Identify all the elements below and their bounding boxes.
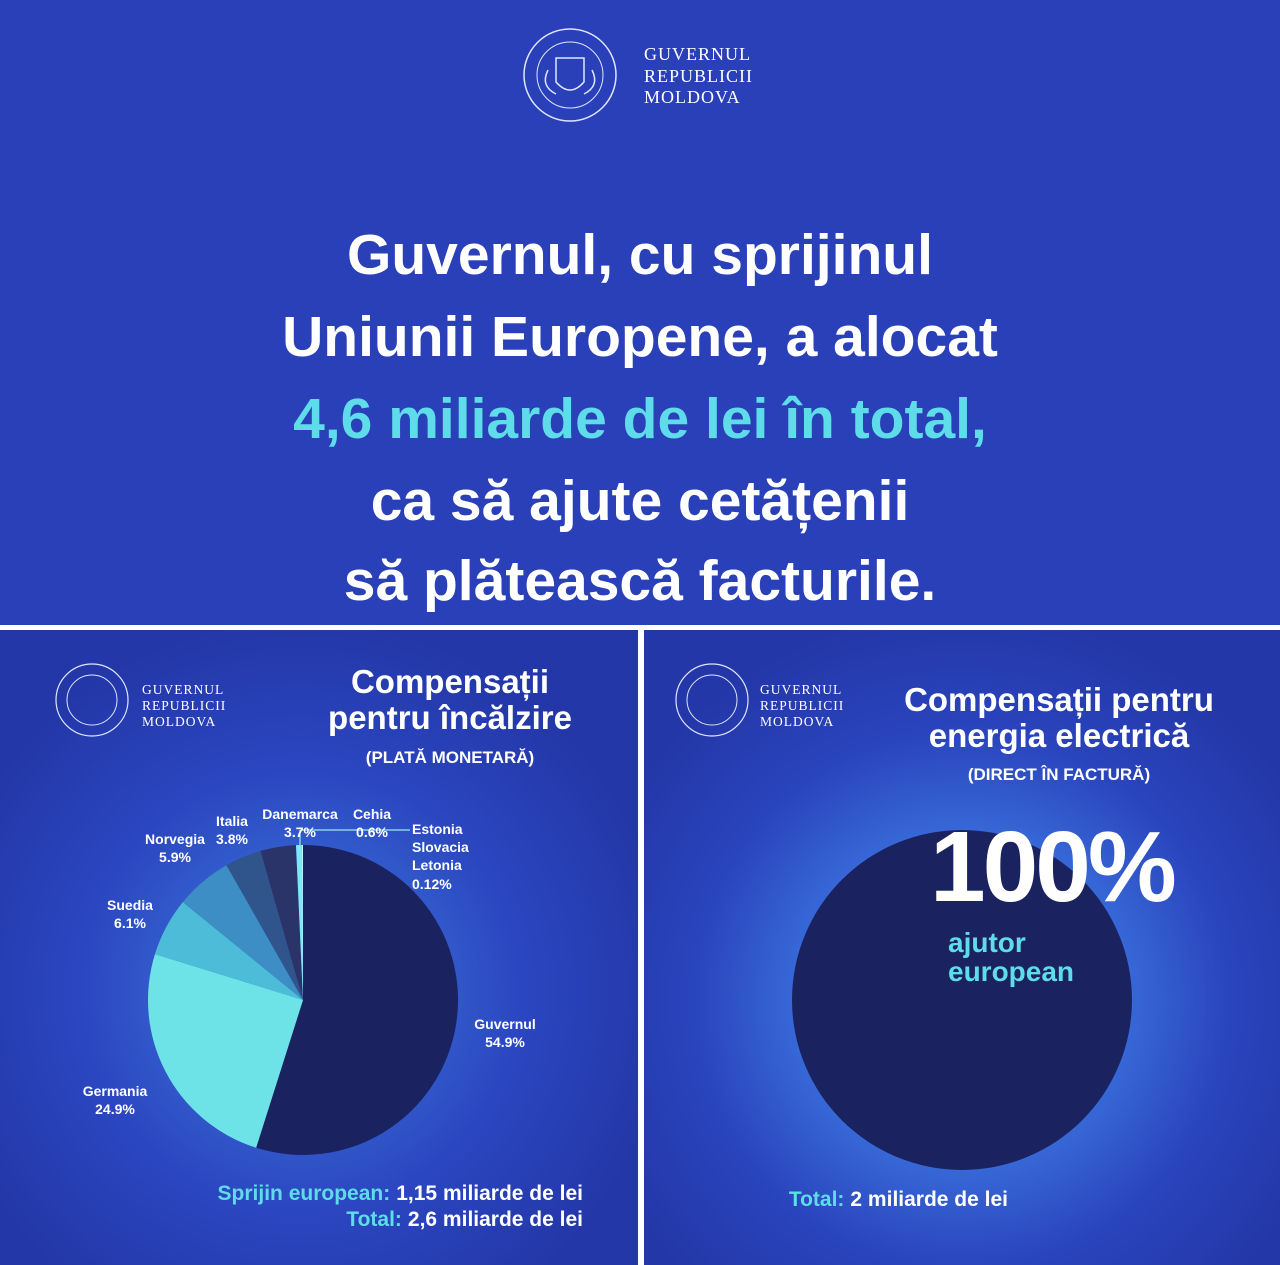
pie-slice bbox=[226, 850, 303, 1000]
pie-slice bbox=[154, 902, 303, 1000]
footer-label: Total: bbox=[788, 1188, 845, 1211]
title-line: Compensații pentru bbox=[904, 681, 1214, 718]
footer-label: Total: bbox=[346, 1208, 402, 1231]
logo-line: GUVERNUL bbox=[760, 682, 843, 697]
chart-title: Compensații pentru încălzire bbox=[240, 663, 638, 737]
headline: Guvernul, cu sprijinul bbox=[347, 223, 933, 287]
chart-subtitle: (PLATĂ MONETARĂ) bbox=[365, 748, 535, 767]
slice-label: Estonia Slovacia Letonia 0.12% bbox=[412, 820, 469, 893]
footer-label: Sprijin european: bbox=[217, 1182, 391, 1205]
footer-line: Total: 2 miliarde de lei bbox=[789, 1188, 1008, 1212]
logo-line: REPUBLICII bbox=[760, 698, 845, 714]
chart-subtitle: (DIRECT ÎN FACTURĂ) bbox=[967, 765, 1151, 784]
slice-label: Norvegia 5.9% bbox=[145, 830, 205, 866]
headline: Uniunii Europene, a alocat bbox=[282, 305, 998, 369]
value-label: 0.6% bbox=[356, 824, 388, 841]
value-label: 0.12% bbox=[412, 875, 452, 892]
logo-line: REPUBLICII bbox=[644, 65, 753, 86]
value-label: 5.9% bbox=[159, 849, 191, 866]
headline: să plătească facturile. bbox=[343, 549, 937, 613]
logo-line: GUVERNUL bbox=[644, 44, 751, 64]
category-label: Italia bbox=[216, 813, 248, 829]
category-label: ajutor european bbox=[948, 927, 1075, 988]
footer-text: 2,6 miliarde de lei bbox=[407, 1208, 583, 1231]
chart-svg bbox=[675, 663, 1132, 1170]
slice-label: Guvernul 54.9% bbox=[474, 1015, 535, 1051]
value-label: 24.9% bbox=[95, 1101, 135, 1118]
pie-slice bbox=[792, 830, 1132, 1170]
pie-slice bbox=[301, 845, 303, 1000]
pie-slice bbox=[256, 845, 459, 1155]
headline-highlight: 4,6 miliarde de lei în total, bbox=[293, 387, 987, 451]
electricity-panel: GUVERNUL REPUBLICII MOLDOVA Compensații pen… bbox=[644, 630, 1280, 1265]
slice-label: Italia 3.8% bbox=[216, 812, 248, 848]
chart-title: Compensații pentru energia electrică bbox=[849, 681, 1269, 755]
value-label: 6.1% bbox=[114, 915, 146, 932]
logo-line: GUVERNUL bbox=[142, 682, 225, 697]
logo-text: GUVERNUL REPUBLICII MOLDOVA bbox=[760, 682, 844, 731]
value-label: 100% bbox=[930, 811, 1177, 923]
headline: ca să ajute cetățenii bbox=[370, 469, 910, 533]
emblem bbox=[55, 663, 129, 737]
chart-svg bbox=[55, 663, 459, 1155]
title-line: Compensații bbox=[350, 663, 550, 700]
emblem bbox=[66, 674, 118, 726]
footer-line: Sprijin european: 1,15 miliarde de lei bbox=[218, 1182, 583, 1206]
category-label: Estonia Slovacia Letonia bbox=[412, 821, 469, 874]
heating-panel: GUVERNUL REPUBLICII MOLDOVA Compensații pent… bbox=[0, 630, 638, 1265]
footer-line: Total: 2,6 miliarde de lei bbox=[346, 1208, 583, 1232]
emblem bbox=[675, 663, 749, 737]
category-label: Suedia bbox=[107, 897, 153, 913]
title-line: energia electrică bbox=[928, 717, 1190, 755]
logo-text: GUVERNUL REPUBLICII MOLDOVA bbox=[142, 682, 226, 731]
emblem bbox=[686, 674, 738, 726]
category-label: Germania bbox=[82, 1083, 148, 1099]
logo-text: GUVERNUL REPUBLICII MOLDOVA bbox=[644, 44, 753, 109]
pie-slice bbox=[147, 954, 303, 1148]
category-label: Cehia bbox=[352, 806, 392, 822]
header-panel: GUVERNUL REPUBLICII MOLDOVA Guvernul, cu s… bbox=[0, 0, 1280, 625]
category-label: Guvernul bbox=[474, 1016, 536, 1032]
value-label: 3.8% bbox=[216, 831, 248, 848]
slice-label: Suedia 6.1% bbox=[107, 896, 153, 932]
category-label: Norvegia bbox=[145, 831, 205, 847]
slice-label: Cehia 0.6% bbox=[353, 805, 391, 841]
logo-line: MOLDOVA bbox=[142, 714, 217, 730]
logo-line: REPUBLICII bbox=[142, 698, 227, 714]
emblem bbox=[523, 28, 617, 122]
category-label: Danemarca bbox=[262, 806, 338, 822]
pie-slice bbox=[260, 845, 303, 1000]
value-label: 54.9% bbox=[485, 1034, 525, 1051]
footer-text: 1,15 miliarde de lei bbox=[396, 1182, 583, 1205]
logo-line: MOLDOVA bbox=[644, 87, 741, 108]
slice-label: Germania 24.9% bbox=[83, 1082, 148, 1118]
pie-slice bbox=[295, 845, 303, 1000]
logo-line: MOLDOVA bbox=[760, 714, 835, 730]
title-line: pentru încălzire bbox=[328, 699, 572, 737]
pie-slice bbox=[182, 865, 303, 1000]
footer-text: 2 miliarde de lei bbox=[850, 1188, 1008, 1211]
slice-label: Danemarca 3.7% bbox=[262, 805, 338, 841]
value-label: 3.7% bbox=[284, 824, 316, 841]
